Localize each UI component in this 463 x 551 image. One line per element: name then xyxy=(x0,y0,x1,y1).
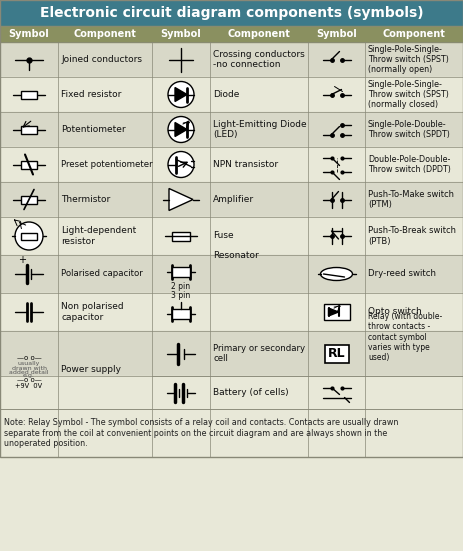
Text: Battery (of cells): Battery (of cells) xyxy=(213,388,288,397)
Bar xyxy=(325,344,349,363)
Text: Crossing conductors
-no connection: Crossing conductors -no connection xyxy=(213,50,305,69)
Bar xyxy=(0,0,463,26)
Text: NPN transistor: NPN transistor xyxy=(213,160,278,169)
Text: —o o—: —o o— xyxy=(17,355,41,361)
Text: Push-To-Make switch
(PTM): Push-To-Make switch (PTM) xyxy=(368,190,454,209)
Bar xyxy=(0,112,463,147)
Text: 2 pin: 2 pin xyxy=(171,282,191,291)
Bar xyxy=(0,255,463,293)
Bar xyxy=(0,217,463,255)
Bar xyxy=(172,309,190,319)
Text: usually: usually xyxy=(18,361,40,366)
Bar xyxy=(0,182,463,217)
Bar xyxy=(0,293,463,331)
Bar xyxy=(172,231,190,240)
Text: Symbol: Symbol xyxy=(9,29,50,39)
Text: Joined conductors: Joined conductors xyxy=(61,55,142,64)
Text: Electronic circuit diagram components (symbols): Electronic circuit diagram components (s… xyxy=(40,6,423,20)
Text: Push-To-Break switch
(PTB): Push-To-Break switch (PTB) xyxy=(368,226,456,246)
Circle shape xyxy=(168,116,194,143)
Text: Non polarised
capacitor: Non polarised capacitor xyxy=(61,302,124,322)
Text: Component: Component xyxy=(227,29,290,39)
Text: Diode: Diode xyxy=(213,90,239,99)
Text: Thermistor: Thermistor xyxy=(61,195,110,204)
Bar xyxy=(324,304,350,320)
Text: Relay (with double-
throw contacts -
contact symbol
varies with type
used): Relay (with double- throw contacts - con… xyxy=(368,312,442,363)
Bar xyxy=(0,331,463,376)
Bar xyxy=(21,160,37,169)
Text: Component: Component xyxy=(74,29,137,39)
Text: Amplifier: Amplifier xyxy=(213,195,254,204)
Text: Opto switch: Opto switch xyxy=(368,307,422,316)
Text: Polarised capacitor: Polarised capacitor xyxy=(61,269,143,278)
Text: Single-Pole-Single-
Throw switch (SPST)
(normally closed): Single-Pole-Single- Throw switch (SPST) … xyxy=(368,79,449,110)
Bar xyxy=(21,233,37,240)
Text: added detail: added detail xyxy=(9,370,49,375)
Text: Power supply: Power supply xyxy=(61,365,121,375)
Text: Note: Relay Symbol - The symbol consists of a relay coil and contacts. Contacts : Note: Relay Symbol - The symbol consists… xyxy=(4,418,398,448)
Bar xyxy=(21,126,37,133)
Text: +9V  0V: +9V 0V xyxy=(15,383,43,389)
Circle shape xyxy=(15,222,43,250)
Text: —o o—: —o o— xyxy=(17,377,41,383)
Text: Potentiometer: Potentiometer xyxy=(61,125,125,134)
Text: Fuse: Fuse xyxy=(213,231,234,240)
Polygon shape xyxy=(175,122,187,137)
Bar xyxy=(0,26,463,42)
Bar xyxy=(21,196,37,203)
Text: Light-dependent
resistor: Light-dependent resistor xyxy=(61,226,136,246)
Polygon shape xyxy=(329,308,338,316)
Circle shape xyxy=(168,152,194,177)
Text: Symbol: Symbol xyxy=(161,29,201,39)
Text: Light-Emitting Diode
(LED): Light-Emitting Diode (LED) xyxy=(213,120,307,139)
Ellipse shape xyxy=(320,267,352,280)
Polygon shape xyxy=(175,88,187,101)
Text: Preset potentiometer: Preset potentiometer xyxy=(61,160,153,169)
Text: Fixed resistor: Fixed resistor xyxy=(61,90,121,99)
Text: Primary or secondary
cell: Primary or secondary cell xyxy=(213,344,305,363)
Circle shape xyxy=(168,82,194,107)
Text: Single-Pole-Double-
Throw switch (SPDT): Single-Pole-Double- Throw switch (SPDT) xyxy=(368,120,450,139)
Bar xyxy=(0,77,463,112)
Text: Single-Pole-Single-
Throw switch (SPST)
(normally open): Single-Pole-Single- Throw switch (SPST) … xyxy=(368,45,449,74)
Text: drawn with: drawn with xyxy=(12,365,46,370)
Bar xyxy=(0,147,463,182)
Bar xyxy=(21,90,37,99)
Bar xyxy=(0,0,463,457)
Text: RL: RL xyxy=(328,347,345,360)
Bar xyxy=(172,267,190,277)
Text: Resonator: Resonator xyxy=(213,251,259,260)
Bar xyxy=(0,42,463,77)
Text: Dry-reed switch: Dry-reed switch xyxy=(368,269,436,278)
Bar xyxy=(0,376,463,409)
Bar xyxy=(0,409,463,457)
Text: Component: Component xyxy=(382,29,445,39)
Text: 3 pin: 3 pin xyxy=(171,291,191,300)
Text: Double-Pole-Double-
Throw switch (DPDT): Double-Pole-Double- Throw switch (DPDT) xyxy=(368,155,451,174)
Text: +: + xyxy=(18,255,26,265)
Polygon shape xyxy=(169,188,193,210)
Text: e.g.: e.g. xyxy=(23,374,35,379)
Text: Symbol: Symbol xyxy=(316,29,357,39)
